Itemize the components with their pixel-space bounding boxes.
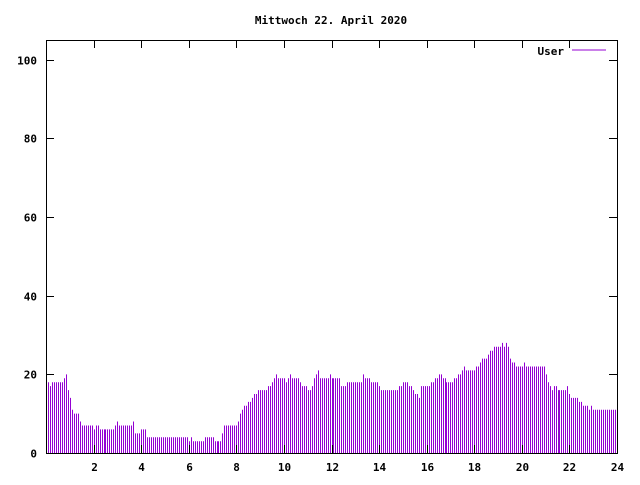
x-tick-label-14: 14 — [373, 461, 387, 474]
y-tick-label-0: 0 — [30, 448, 37, 461]
y-tick-label-40: 40 — [24, 291, 37, 304]
x-tick-label-24: 24 — [611, 461, 625, 474]
x-tick-label-16: 16 — [421, 461, 435, 474]
legend: User — [538, 45, 606, 58]
x-tick-label-18: 18 — [468, 461, 481, 474]
legend-label-user: User — [538, 45, 565, 58]
x-tick-label-8: 8 — [233, 461, 240, 474]
x-tick-label-22: 22 — [563, 461, 576, 474]
x-tick-label-10: 10 — [278, 461, 291, 474]
x-tick-label-12: 12 — [326, 461, 339, 474]
y-tick-label-20: 20 — [24, 369, 37, 382]
x-tick-label-2: 2 — [91, 461, 98, 474]
y-tick-label-60: 60 — [24, 212, 37, 225]
x-tick-label-4: 4 — [138, 461, 145, 474]
bar-series-user — [48, 342, 616, 453]
y-tick-label-100: 100 — [17, 55, 37, 68]
y-tick-label-80: 80 — [24, 133, 37, 146]
chart-title: Mittwoch 22. April 2020 — [255, 14, 407, 27]
x-tick-label-6: 6 — [186, 461, 193, 474]
x-tick-label-20: 20 — [516, 461, 529, 474]
